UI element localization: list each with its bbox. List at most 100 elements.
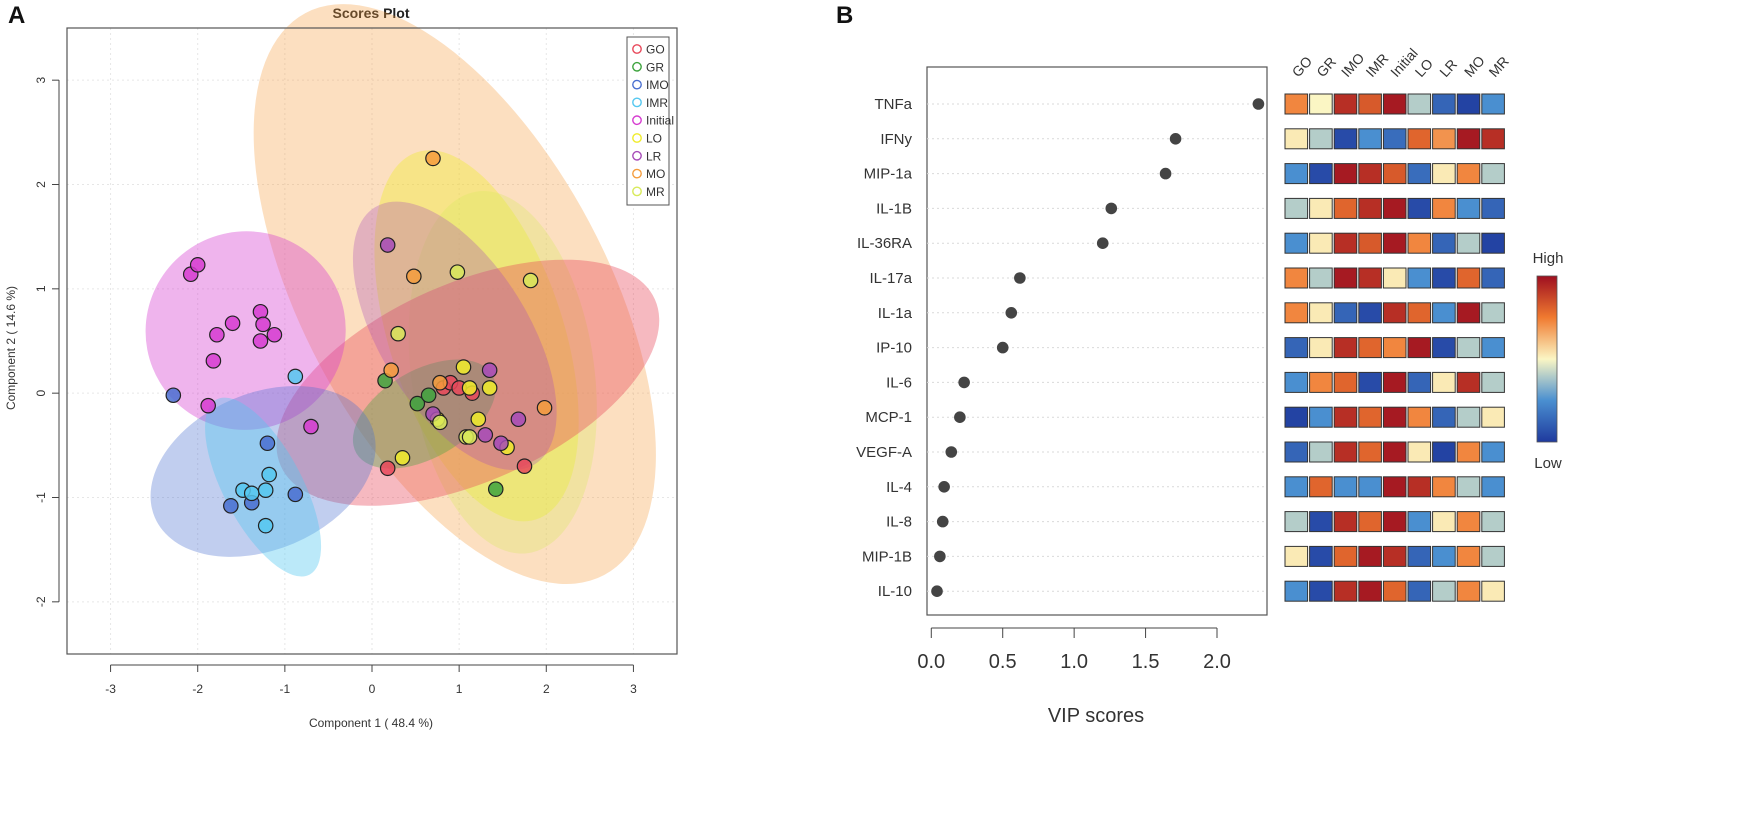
vip-dot: [954, 411, 966, 424]
vip-dot: [938, 481, 950, 493]
heatmap-cell: [1407, 197, 1432, 219]
vip-feature-label: MIP-1a: [864, 166, 913, 183]
point-lo: [481, 380, 498, 396]
heatmap-column-label: GO: [1289, 53, 1316, 80]
heatmap-cell: [1284, 476, 1309, 498]
heatmap-cell: [1284, 511, 1309, 533]
vip-feature-label: MIP-1B: [862, 548, 912, 565]
heatmap-cell: [1481, 511, 1505, 533]
heatmap-cell: [1407, 128, 1432, 150]
point-lr: [477, 427, 494, 443]
vip-dot: [1252, 98, 1265, 110]
point-lr: [510, 411, 527, 428]
heatmap-cell: [1309, 302, 1333, 324]
heatmap-cell: [1456, 511, 1481, 533]
heatmap-cell: [1481, 371, 1505, 393]
vip-dot: [1169, 133, 1182, 145]
heatmap-cell: [1284, 545, 1309, 567]
heatmap-cell: [1481, 128, 1505, 150]
heatmap-cell: [1432, 128, 1456, 150]
legend-label-imo: IMO: [646, 78, 669, 92]
vip-feature-label: IL-4: [886, 479, 912, 496]
heatmap-column-label: GR: [1313, 54, 1339, 80]
heatmap-cell: [1456, 267, 1481, 289]
legend-marker-lr: [632, 150, 642, 161]
heatmap-cell: [1309, 371, 1333, 393]
heatmap-cell: [1382, 302, 1407, 324]
heatmap-cell: [1407, 406, 1432, 428]
heatmap-cell: [1333, 232, 1358, 254]
heatmap-cell: [1358, 163, 1382, 185]
heatmap-cell: [1309, 163, 1333, 185]
y-tick-label: 2: [34, 181, 48, 188]
heatmap-cell: [1382, 337, 1407, 359]
vip-dot: [936, 515, 949, 528]
heatmap-cell: [1432, 511, 1456, 533]
ellipse-mo: [253, 4, 656, 584]
heatmap-cell: [1481, 93, 1505, 115]
heatmap-cell: [1333, 371, 1358, 393]
heatmap-cell: [1432, 337, 1456, 359]
heatmap-cell: [1358, 511, 1382, 533]
heatmap-cell: [1382, 406, 1407, 428]
legend-marker-imr: [632, 97, 642, 108]
point-gr: [420, 387, 437, 404]
legend-marker-imo: [632, 79, 642, 90]
point-lo: [394, 450, 411, 466]
point-gr: [409, 395, 426, 412]
vip-x-tick-label: 2.0: [1203, 651, 1231, 673]
point-mo: [406, 268, 422, 285]
vip-dot: [1096, 237, 1109, 249]
heatmap-cell: [1481, 545, 1505, 567]
point-initial: [209, 326, 225, 343]
heatmap-cell: [1382, 163, 1407, 185]
legend-label-mo: MO: [646, 167, 665, 181]
scores-points: [165, 150, 553, 534]
heatmap-cell: [1456, 163, 1481, 185]
y-tick-label: -1: [34, 492, 48, 503]
point-gr: [487, 481, 504, 497]
point-imo: [165, 387, 182, 404]
heatmap-cell: [1358, 545, 1382, 567]
heatmap-cell: [1333, 128, 1358, 150]
legend-label-initial: Initial: [646, 114, 674, 128]
heatmap-cell: [1481, 337, 1505, 359]
vip-x-tick-label: 0.0: [917, 651, 945, 673]
point-mo: [425, 150, 441, 167]
heatmap-cell: [1407, 232, 1432, 254]
heatmap-cell: [1382, 511, 1407, 533]
scores-x-axis: -3 -2 -1 0 1 2 3: [105, 664, 637, 696]
scores-y-axis-label: Component 2 ( 14.6 %): [4, 286, 18, 410]
point-initial: [252, 333, 269, 349]
point-imr: [243, 485, 260, 502]
heatmap-cell: [1333, 93, 1358, 115]
vip-feature-label: IL-17a: [869, 270, 912, 287]
point-mr: [449, 264, 466, 280]
heatmap-cell: [1407, 93, 1432, 115]
point-go: [516, 458, 533, 474]
vip-rows: TNFa IFNy MIP-1a IL-1B IL-36RA IL-17a IL-1a IP-…: [856, 96, 1267, 600]
heatmap-cell: [1382, 371, 1407, 393]
heatmap-cell: [1432, 580, 1456, 602]
panel-label-a: A: [8, 2, 26, 29]
point-mo: [536, 399, 553, 416]
point-go: [379, 460, 396, 477]
vip-dot: [945, 446, 958, 458]
heatmap-cell: [1358, 476, 1382, 498]
heatmap-cell: [1358, 128, 1382, 150]
heatmap-cell: [1456, 197, 1481, 219]
point-imo: [259, 435, 276, 452]
heatmap-cell: [1407, 337, 1432, 359]
vip-feature-label: TNFa: [875, 96, 913, 113]
heatmap-cell: [1284, 232, 1309, 254]
heatmap-cell: [1333, 267, 1358, 289]
heatmap-cell: [1382, 128, 1407, 150]
vip-feature-label: IP-10: [876, 340, 912, 357]
heatmap-cell: [1407, 441, 1432, 463]
heatmap-cell: [1481, 197, 1505, 219]
heatmap-cell: [1407, 511, 1432, 533]
vip-feature-label: IL-1a: [878, 305, 913, 322]
point-initial: [205, 353, 222, 369]
